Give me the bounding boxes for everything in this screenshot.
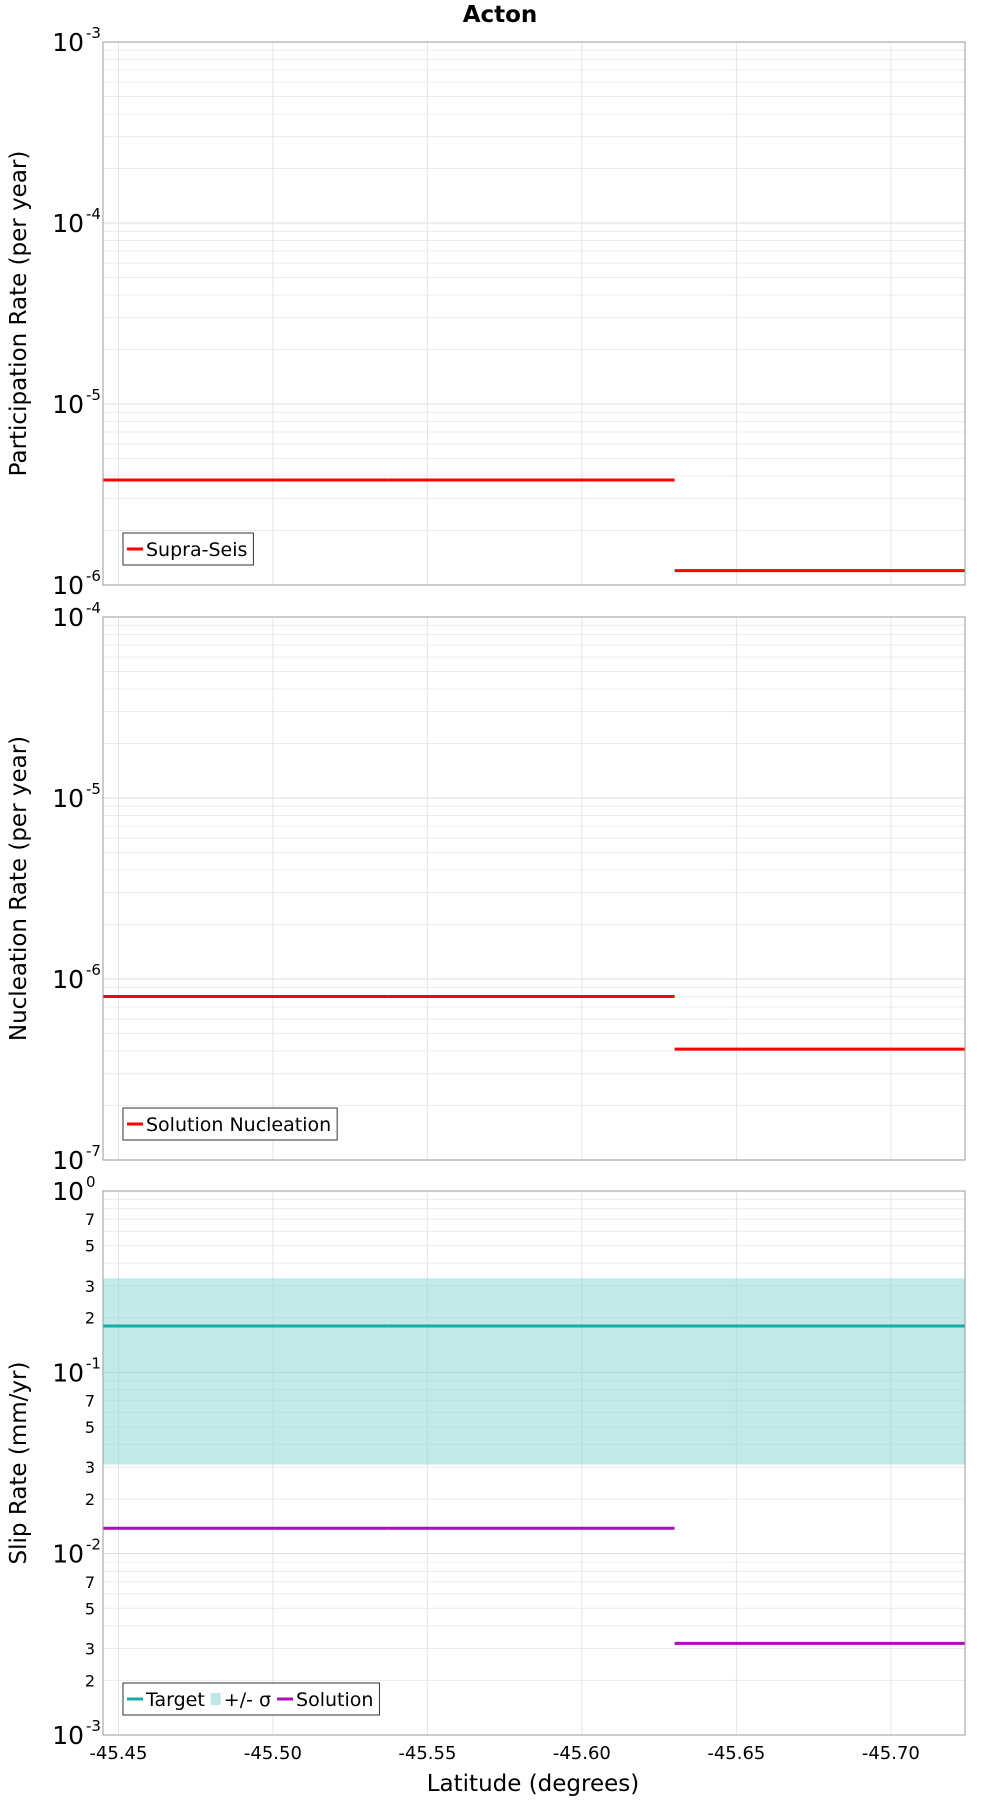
y-tick-exponent: 0 (86, 1173, 96, 1191)
y-tick-minor-label: 2 (85, 1490, 95, 1509)
y-tick-exponent: -3 (86, 1717, 101, 1735)
y-tick-label: 10 (52, 965, 84, 994)
plot-frame (102, 616, 966, 1161)
y-tick-label: 10 (52, 1721, 84, 1750)
legend-box (122, 1682, 380, 1716)
y-tick-exponent: -6 (86, 961, 101, 979)
y-tick-label: 10 (52, 209, 84, 238)
y-tick-minor-label: 3 (85, 1277, 95, 1296)
x-axis-label: Latitude (degrees) (427, 1771, 640, 1797)
y-tick-exponent: -2 (86, 1536, 101, 1554)
x-tick-label: -45.70 (862, 1743, 920, 1764)
y-axis-label: Participation Rate (per year) (6, 151, 32, 477)
y-tick-minor-label: 7 (85, 1210, 95, 1229)
y-axis-label: Nucleation Rate (per year) (6, 736, 32, 1041)
x-tick-label: -45.65 (707, 1743, 765, 1764)
y-tick-exponent: -7 (86, 1142, 101, 1160)
chart-title: Acton (463, 2, 538, 28)
y-tick-exponent: -6 (86, 567, 101, 585)
plot-frame (102, 1190, 966, 1736)
legend-label-solution-nucleation: Solution Nucleation (146, 1114, 331, 1136)
y-tick-minor-label: 7 (85, 1573, 95, 1592)
y-tick-minor-label: 5 (85, 1599, 95, 1618)
y-tick-exponent: -5 (86, 386, 101, 404)
legend-swatch-band (210, 1693, 221, 1705)
y-tick-exponent: -4 (86, 599, 101, 617)
legend-box (122, 532, 254, 566)
x-tick-label: -45.60 (553, 1743, 611, 1764)
x-tick-label: -45.45 (89, 1743, 147, 1764)
y-tick-exponent: -5 (86, 780, 101, 798)
y-tick-exponent: -4 (86, 205, 101, 223)
legend: Solution Nucleation (122, 1107, 338, 1141)
y-tick-minor-label: 3 (85, 1639, 95, 1658)
y-tick-exponent: -1 (86, 1354, 101, 1372)
y-tick-label: 10 (52, 1540, 84, 1569)
y-tick-minor-label: 3 (85, 1458, 95, 1477)
y-tick-label: 10 (52, 390, 84, 419)
y-tick-label: 10 (52, 1146, 84, 1175)
legend: Supra-Seis (122, 532, 254, 566)
y-tick-label: 10 (52, 28, 84, 57)
x-tick-label: -45.50 (244, 1743, 302, 1764)
legend-label-solution: Solution (296, 1689, 373, 1711)
legend-box (122, 1107, 338, 1141)
y-tick-minor-label: 2 (85, 1671, 95, 1690)
legend-label-supra-seis: Supra-Seis (146, 539, 247, 561)
y-tick-label: 10 (52, 1358, 84, 1387)
legend: Target +/- σ Solution (122, 1682, 380, 1716)
y-tick-label: 10 (52, 571, 84, 600)
y-tick-minor-label: 2 (85, 1309, 95, 1328)
y-tick-label: 10 (52, 784, 84, 813)
legend-label-target: Target (145, 1689, 205, 1711)
y-tick-minor-label: 5 (85, 1418, 95, 1437)
x-tick-label: -45.55 (398, 1743, 456, 1764)
y-tick-exponent: -3 (86, 24, 101, 42)
legend-label-item: +/- σ (224, 1689, 271, 1711)
y-tick-label: 10 (52, 603, 84, 632)
y-tick-minor-label: 5 (85, 1237, 95, 1256)
y-axis-label: Slip Rate (mm/yr) (6, 1362, 32, 1565)
y-tick-label: 10 (52, 1177, 84, 1206)
plot-frame (102, 41, 966, 586)
band-sigma (103, 1278, 965, 1465)
y-tick-minor-label: 7 (85, 1391, 95, 1410)
